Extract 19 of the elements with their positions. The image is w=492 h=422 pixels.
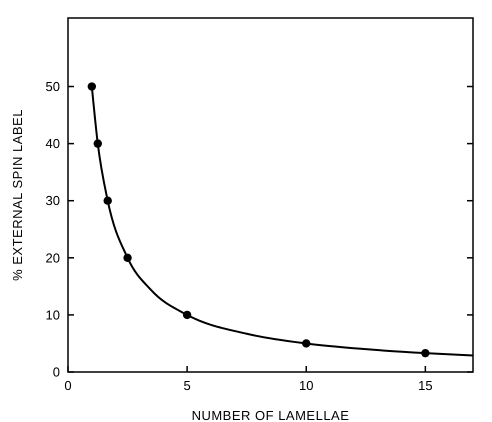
point <box>94 139 102 148</box>
y-tick-label: 20 <box>46 250 60 266</box>
y-tick-label: 0 <box>52 364 60 380</box>
point <box>302 339 310 348</box>
point <box>182 310 192 320</box>
y-tick-label: 50 <box>46 79 60 94</box>
y-tick-label: 30 <box>46 193 60 208</box>
x-axis-title: NUMBER OF LAMELLAE <box>192 408 350 422</box>
x-tick-label: 10 <box>299 378 314 393</box>
x-tick-label: 0 <box>64 378 72 393</box>
y-tick-label: 10 <box>46 307 60 322</box>
point <box>421 348 430 358</box>
x-tick-label: 5 <box>184 378 191 393</box>
y-axis-title: % EXTERNAL SPIN LABEL <box>10 109 25 281</box>
point <box>123 254 132 262</box>
point <box>104 196 112 205</box>
x-tick-label: 15 <box>418 378 433 393</box>
point <box>88 82 96 91</box>
y-tick-label: 40 <box>46 136 60 152</box>
